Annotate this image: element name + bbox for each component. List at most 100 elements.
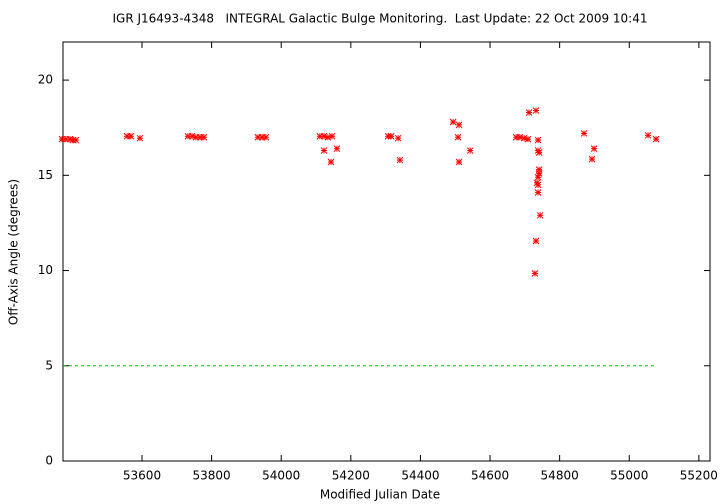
marker-stroke: [652, 135, 660, 143]
y-tick-label: 5: [45, 358, 53, 372]
marker-stroke: [320, 132, 328, 140]
data-point: [644, 131, 652, 139]
marker-stroke: [524, 135, 532, 143]
marker-stroke: [455, 121, 463, 129]
data-point: [536, 211, 544, 219]
x-axis-label: Modified Julian Date: [320, 488, 440, 502]
data-point: [188, 132, 196, 140]
marker-stroke: [384, 132, 392, 140]
marker-stroke: [534, 136, 542, 144]
data-point: [136, 134, 144, 142]
data-point: [394, 134, 402, 142]
marker-stroke: [127, 132, 135, 140]
x-tick-label: 53600: [123, 469, 161, 483]
marker-stroke: [136, 134, 144, 142]
marker-stroke: [533, 179, 541, 187]
marker-stroke: [532, 107, 540, 114]
marker-stroke: [69, 136, 77, 144]
data-point: [534, 189, 542, 196]
marker-stroke: [536, 211, 544, 219]
x-tick-label: 55000: [610, 469, 648, 483]
x-tick-label: 54400: [401, 469, 439, 483]
marker-stroke: [534, 189, 542, 196]
data-point: [534, 173, 542, 181]
data-point: [327, 158, 335, 166]
data-point: [534, 136, 542, 144]
data-point: [652, 135, 660, 143]
x-tick-label: 54800: [541, 469, 579, 483]
marker-stroke: [320, 147, 328, 154]
data-point: [200, 133, 208, 141]
data-point: [455, 121, 463, 129]
marker-stroke: [520, 134, 528, 142]
chart-title: IGR J16493-4348 INTEGRAL Galactic Bulge …: [112, 12, 647, 26]
y-tick-label: 0: [45, 454, 53, 468]
x-tick-label: 55200: [680, 469, 718, 483]
data-point: [333, 145, 341, 153]
data-point: [320, 132, 328, 140]
plot-frame: [62, 41, 711, 462]
marker-stroke: [394, 134, 402, 142]
marker-stroke: [516, 133, 524, 141]
x-tick-label: 54600: [471, 469, 509, 483]
data-point: [127, 132, 135, 140]
data-point: [590, 145, 598, 153]
data-point: [454, 133, 462, 141]
marker-stroke: [588, 155, 596, 163]
marker-stroke: [200, 133, 208, 141]
data-point: [516, 133, 524, 141]
marker-stroke: [531, 270, 539, 277]
data-point: [520, 134, 528, 142]
y-tick-label: 10: [38, 263, 53, 277]
y-tick-label: 15: [38, 168, 53, 182]
marker-stroke: [449, 118, 457, 126]
data-point: [328, 132, 336, 140]
x-tick-label: 53800: [193, 469, 231, 483]
data-point: [384, 132, 392, 140]
marker-stroke: [396, 156, 404, 164]
data-point: [524, 135, 532, 143]
marker-stroke: [466, 147, 474, 154]
marker-stroke: [532, 237, 540, 245]
data-point: [580, 130, 588, 137]
data-point: [262, 133, 270, 141]
data-point: [396, 156, 404, 164]
data-point: [532, 237, 540, 245]
data-point: [455, 158, 463, 166]
marker-stroke: [455, 158, 463, 166]
data-point: [387, 132, 395, 140]
marker-stroke: [535, 170, 543, 177]
data-point: [535, 149, 543, 156]
data-point: [532, 107, 540, 114]
marker-stroke: [66, 135, 74, 143]
marker-stroke: [188, 132, 196, 140]
marker-stroke: [525, 109, 533, 116]
data-point: [588, 155, 596, 163]
marker-stroke: [262, 133, 270, 141]
marker-stroke: [534, 181, 542, 189]
marker-stroke: [580, 130, 588, 137]
marker-stroke: [454, 133, 462, 141]
marker-stroke: [72, 136, 80, 144]
marker-stroke: [333, 145, 341, 153]
marker-stroke: [590, 145, 598, 153]
marker-stroke: [534, 173, 542, 181]
marker-stroke: [644, 131, 652, 139]
marker-stroke: [327, 158, 335, 166]
marker-stroke: [534, 147, 542, 154]
data-point: [534, 181, 542, 189]
y-tick-label: 20: [38, 73, 53, 87]
marker-stroke: [387, 132, 395, 140]
data-point: [531, 270, 539, 277]
data-point: [535, 170, 543, 177]
data-point: [320, 147, 328, 154]
marker-stroke: [535, 149, 543, 156]
y-axis-label: Off-Axis Angle (degrees): [7, 179, 21, 325]
data-point: [324, 133, 332, 141]
x-tick-label: 54000: [262, 469, 300, 483]
data-point: [449, 118, 457, 126]
marker-stroke: [324, 133, 332, 141]
marker-stroke: [328, 132, 336, 140]
x-tick-label: 54200: [332, 469, 370, 483]
data-point: [466, 147, 474, 154]
